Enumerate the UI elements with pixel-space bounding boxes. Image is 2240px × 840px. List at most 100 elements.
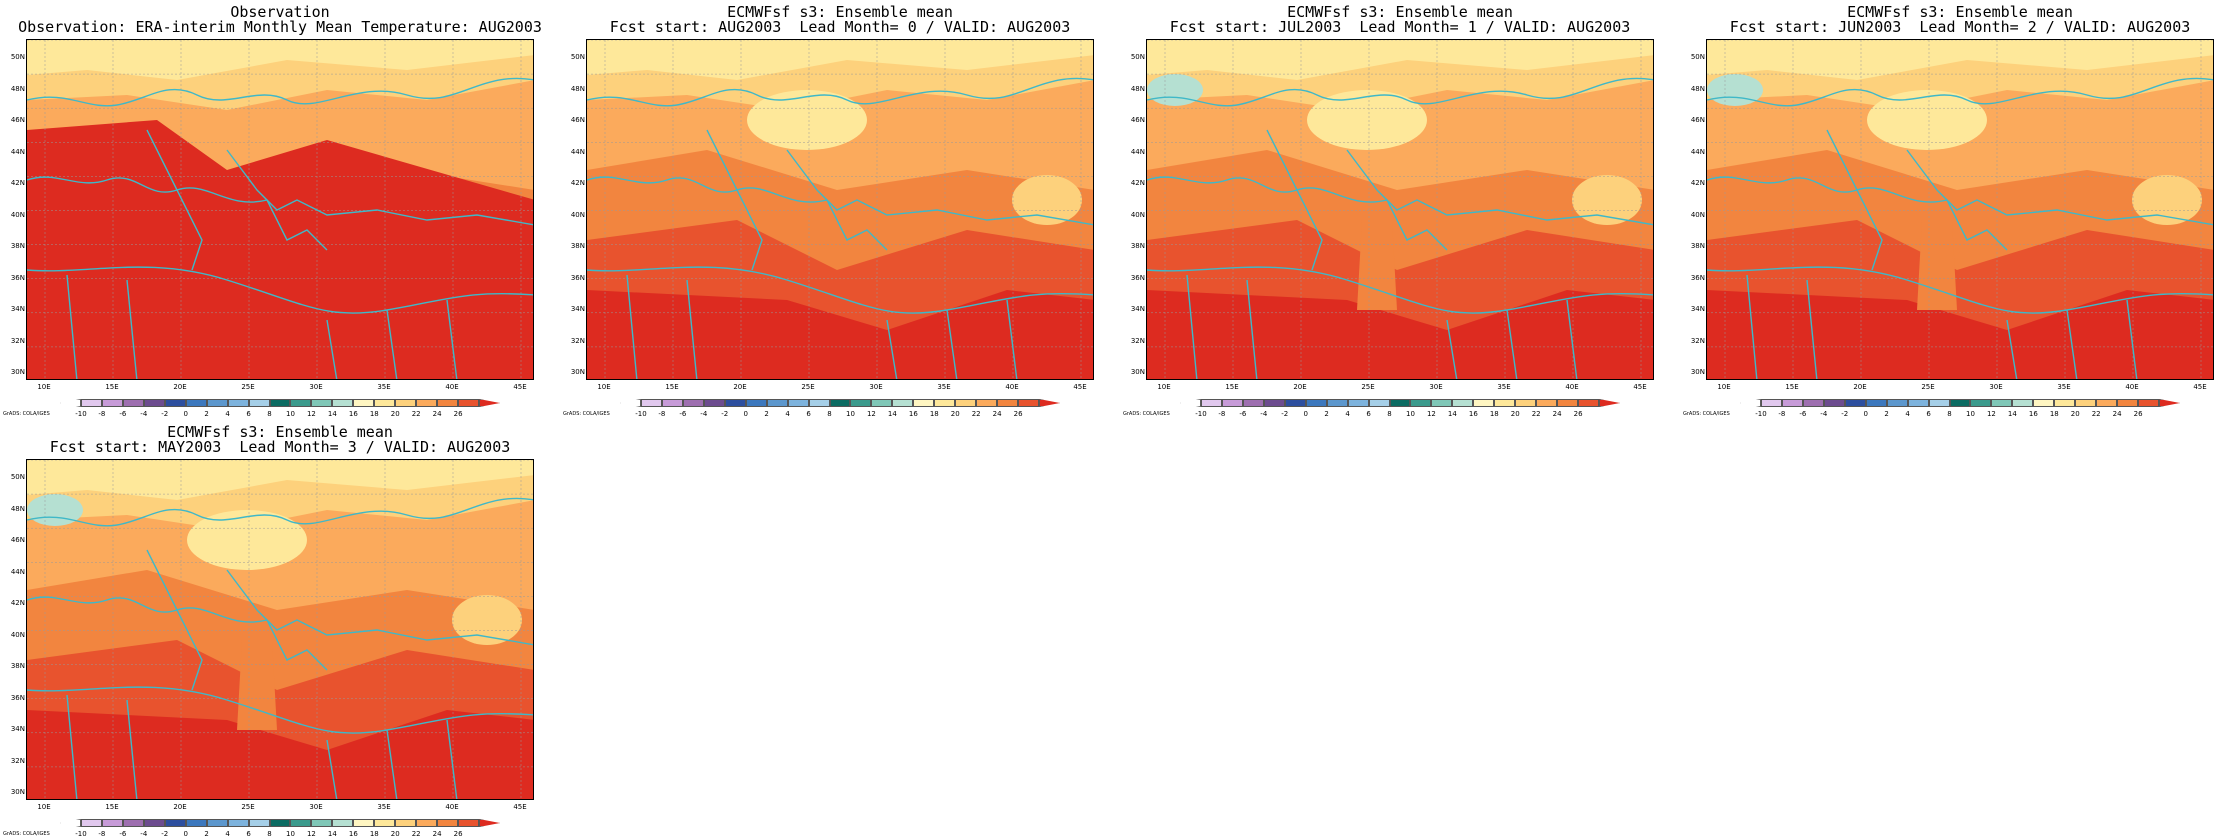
colorbar-segment	[80, 819, 102, 827]
colorbar-segment	[829, 399, 851, 407]
colorbar-segment	[311, 819, 333, 827]
colorbar-segment	[60, 399, 81, 407]
temperature-contour-fill	[27, 710, 533, 799]
colorbar-segment	[2075, 399, 2097, 407]
colorbar-segment	[458, 819, 480, 827]
colorbar-label: 26	[453, 410, 463, 418]
colorbar-segment	[1991, 399, 2013, 407]
longitude-tick-label: 30E	[1429, 383, 1443, 391]
colorbar-segment	[1599, 399, 1620, 407]
latitude-tick-label: 44N	[1130, 147, 1145, 156]
colorbar-segment	[1844, 399, 1866, 407]
temperature-contour-fill	[1707, 290, 2213, 379]
colorbar-label: 22	[411, 830, 421, 838]
colorbar-label: -2	[161, 410, 169, 418]
colorbar-label: -8	[98, 410, 106, 418]
colorbar-label: -8	[98, 830, 106, 838]
colorbar-label: 24	[992, 410, 1002, 418]
colorbar-label: -2	[161, 830, 169, 838]
latitude-tick-label: 32N	[10, 336, 25, 345]
colorbar-label: 22	[1531, 410, 1541, 418]
colorbar-segment	[60, 819, 81, 827]
latitude-tick-label: 38N	[10, 242, 25, 250]
coastline	[446, 299, 458, 379]
longitude-tick-label: 45E	[513, 803, 527, 811]
temperature-contour-fill	[1147, 40, 1653, 80]
colorbar-segment	[1781, 399, 1803, 407]
colorbar-segment	[2159, 399, 2180, 407]
colorbar-label: 20	[390, 830, 400, 838]
latitude-tick-label: 40N	[1130, 210, 1145, 219]
colorbar-segment	[206, 819, 228, 827]
latitude-tick-label: 44N	[570, 147, 585, 156]
colorbar-segment	[934, 399, 956, 407]
colorbar-segment	[458, 399, 480, 407]
latitude-tick-label: 42N	[10, 599, 25, 607]
coastline	[126, 279, 138, 379]
coastline	[266, 619, 328, 671]
colorbar-segment	[1389, 399, 1411, 407]
colorbar-label: 8	[1947, 410, 1952, 418]
colorbar-segment	[227, 399, 249, 407]
colorbar-segment	[227, 819, 249, 827]
colorbar-label: -10	[1195, 410, 1207, 418]
latitude-tick-label: 30N	[10, 368, 25, 376]
latitude-tick-label: 32N	[570, 336, 585, 345]
latitude-tick-label: 36N	[1130, 273, 1145, 282]
longitude-tick-label: 25E	[241, 803, 255, 811]
panel-subtitle: Observation: ERA-interim Monthly Mean Te…	[18, 18, 542, 36]
colorbar-label: -2	[721, 410, 729, 418]
colorbar-label: 12	[306, 410, 316, 418]
colorbar-label: 16	[908, 410, 918, 418]
latitude-tick-label: 46N	[10, 536, 25, 544]
colorbar-segment	[1039, 399, 1060, 407]
coastline	[146, 129, 203, 271]
colorbar-label: 8	[267, 410, 272, 418]
colorbar-label: 24	[1552, 410, 1562, 418]
longitude-tick-label: 40E	[2125, 383, 2139, 391]
colorbar-label: 26	[1573, 410, 1583, 418]
temperature-map	[26, 39, 534, 380]
colorbar-label: 6	[1366, 410, 1371, 418]
colorbar-label: -8	[1778, 410, 1786, 418]
longitude-tick-label: 10E	[1157, 383, 1171, 391]
colorbar-segment	[185, 819, 207, 827]
coastline	[1186, 274, 1198, 379]
longitude-tick-label: 35E	[377, 803, 391, 811]
colorbar-segment	[374, 399, 396, 407]
colorbar-segment	[850, 399, 872, 407]
colorbar-label: -4	[700, 410, 708, 418]
colorbar-label: 16	[348, 410, 358, 418]
longitude-tick-label: 20E	[1853, 383, 1867, 391]
colorbar-segment	[1536, 399, 1558, 407]
panel-title: ECMWFsf s3: Ensemble mean	[167, 423, 393, 441]
longitude-tick-label: 10E	[37, 383, 51, 391]
coastline	[326, 319, 338, 379]
colorbar-label: 14	[327, 830, 337, 838]
colorbar-segment	[1886, 399, 1908, 407]
coastline	[1826, 129, 1883, 271]
colorbar-segment	[661, 399, 683, 407]
latitude-tick-label: 44N	[1690, 147, 1705, 156]
latitude-tick-label: 46N	[10, 116, 25, 124]
longitude-tick-label: 40E	[445, 803, 459, 811]
coastline	[27, 266, 533, 314]
longitude-tick-label: 35E	[377, 383, 391, 391]
latitude-tick-label: 42N	[570, 179, 585, 187]
longitude-tick-label: 20E	[733, 383, 747, 391]
temperature-map	[1146, 39, 1654, 380]
colorbar-segment	[2138, 399, 2160, 407]
colorbar-segment	[1760, 399, 1782, 407]
coastline	[27, 77, 533, 107]
colorbar-segment	[1180, 399, 1201, 407]
colorbar-segment	[724, 399, 746, 407]
latitude-tick-label: 36N	[1690, 273, 1705, 282]
panel-title: ECMWFsf s3: Ensemble mean	[1847, 3, 2073, 21]
colorbar-label: 10	[1406, 410, 1415, 418]
longitude-tick-label: 25E	[241, 383, 255, 391]
latitude-tick-label: 30N	[10, 788, 25, 796]
longitude-tick-label: 15E	[1785, 383, 1799, 391]
colorbar-segment	[766, 399, 788, 407]
colorbar-label: 20	[2070, 410, 2080, 418]
latitude-tick-label: 36N	[10, 273, 25, 282]
